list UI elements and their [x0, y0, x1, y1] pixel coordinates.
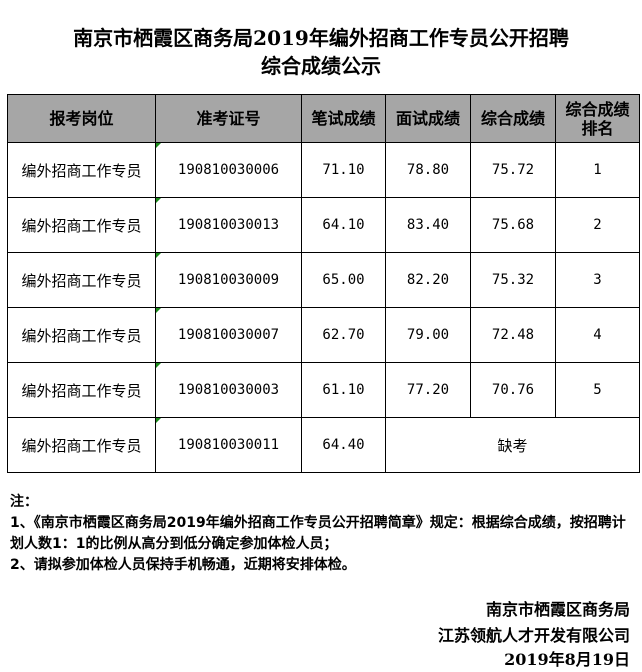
cell-id: 190810030011 [155, 417, 302, 473]
signature-org-2: 江苏领航人才开发有限公司 [437, 626, 630, 645]
cell-rank: 2 [555, 197, 640, 253]
table-row: 编外招商工作专员 190810030007 62.70 79.00 72.48 4 [7, 307, 640, 363]
cell-total: 75.68 [470, 197, 556, 253]
notes-label: 注： [10, 494, 38, 510]
cell-total: 75.32 [470, 252, 556, 308]
page-title: 南京市栖霞区商务局2019年编外招商工作专员公开招聘 [73, 26, 569, 50]
notes: 注： 1、《南京市栖霞区商务局2019年编外招商工作专员公开招聘简章》规定：根据… [10, 492, 635, 576]
header-id: 准考证号 [155, 94, 302, 143]
header-total: 综合成绩 [470, 94, 556, 143]
signature-org-1: 南京市栖霞区商务局 [485, 600, 630, 619]
cell-position: 编外招商工作专员 [7, 197, 156, 253]
cell-position: 编外招商工作专员 [7, 142, 156, 198]
cell-interview: 83.40 [385, 197, 471, 253]
cell-id: 190810030009 [155, 252, 302, 308]
cell-id: 190810030007 [155, 307, 302, 363]
header-position: 报考岗位 [7, 94, 156, 143]
cell-written: 64.10 [301, 197, 386, 253]
cell-total: 70.76 [470, 362, 556, 418]
cell-absent-note: 缺考 [385, 417, 640, 473]
cell-interview: 78.80 [385, 142, 471, 198]
header-interview: 面试成绩 [385, 94, 471, 143]
cell-position: 编外招商工作专员 [7, 252, 156, 308]
note-item-1: 1、《南京市栖霞区商务局2019年编外招商工作专员公开招聘简章》规定：根据综合成… [10, 515, 626, 552]
cell-written: 71.10 [301, 142, 386, 198]
cell-position: 编外招商工作专员 [7, 362, 156, 418]
cell-rank: 5 [555, 362, 640, 418]
cell-id: 190810030006 [155, 142, 302, 198]
cell-id: 190810030003 [155, 362, 302, 418]
cell-position: 编外招商工作专员 [7, 417, 156, 473]
cell-rank: 3 [555, 252, 640, 308]
header-written: 笔试成绩 [301, 94, 386, 143]
header-rank: 综合成绩排名 [555, 94, 640, 143]
cell-interview: 79.00 [385, 307, 471, 363]
table-header: 报考岗位 准考证号 笔试成绩 面试成绩 综合成绩 综合成绩排名 [7, 94, 640, 143]
cell-written: 65.00 [301, 252, 386, 308]
cell-total: 72.48 [470, 307, 556, 363]
cell-total: 75.72 [470, 142, 556, 198]
table-row: 编外招商工作专员 190810030003 61.10 77.20 70.76 5 [7, 362, 640, 418]
page-subtitle: 综合成绩公示 [261, 54, 381, 78]
table-row-absent: 编外招商工作专员 190810030011 64.40 缺考 [7, 417, 640, 473]
table-row: 编外招商工作专员 190810030013 64.10 83.40 75.68 2 [7, 197, 640, 253]
cell-rank: 4 [555, 307, 640, 363]
cell-written: 62.70 [301, 307, 386, 363]
cell-interview: 82.20 [385, 252, 471, 308]
results-table: 报考岗位 准考证号 笔试成绩 面试成绩 综合成绩 综合成绩排名 编外招商工作专员… [7, 94, 640, 473]
signature-date: 2019年8月19日 [504, 650, 630, 669]
cell-position: 编外招商工作专员 [7, 307, 156, 363]
cell-rank: 1 [555, 142, 640, 198]
cell-id: 190810030013 [155, 197, 302, 253]
table-row: 编外招商工作专员 190810030009 65.00 82.20 75.32 3 [7, 252, 640, 308]
cell-written: 64.40 [301, 417, 386, 473]
note-item-2: 2、请拟参加体检人员保持手机畅通，近期将安排体检。 [10, 557, 356, 573]
cell-interview: 77.20 [385, 362, 471, 418]
table-row: 编外招商工作专员 190810030006 71.10 78.80 75.72 1 [7, 142, 640, 198]
cell-written: 61.10 [301, 362, 386, 418]
